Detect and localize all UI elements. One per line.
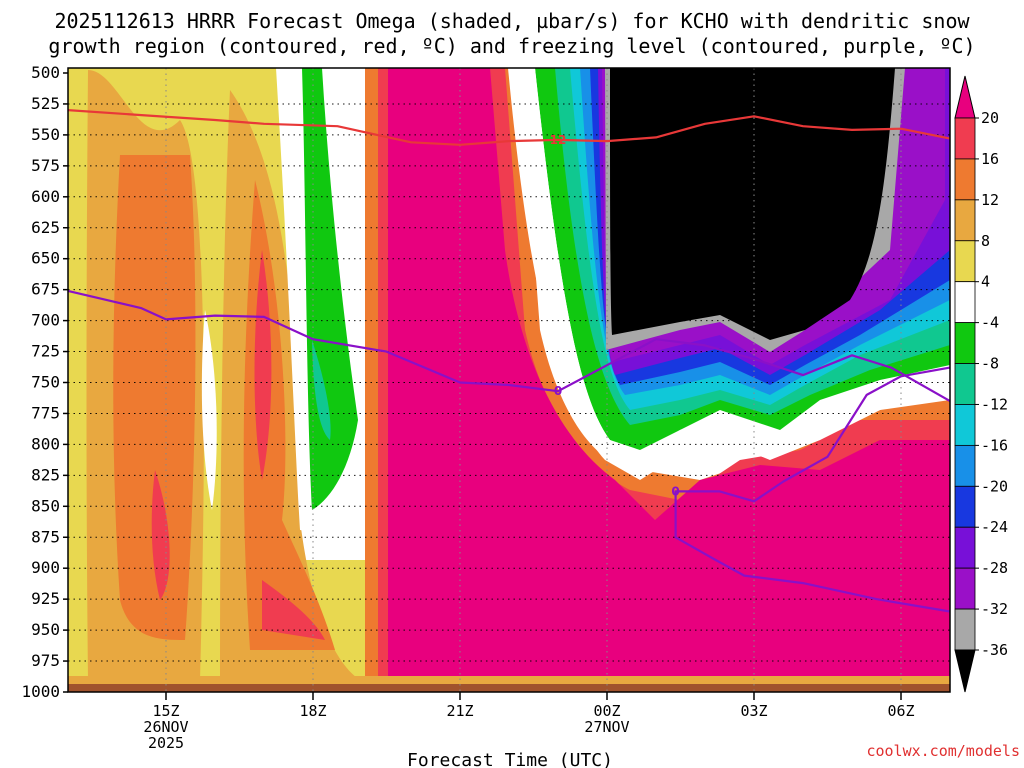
colorbar-label: -28 xyxy=(981,559,1008,577)
y-tick-label: 975 xyxy=(31,651,60,670)
x-tick-label: 2025 xyxy=(148,734,184,752)
omega-band-neg8to12 xyxy=(312,340,331,440)
terrain-strip xyxy=(68,684,950,692)
colorbar-label: 20 xyxy=(981,109,999,127)
chart-title-line2: growth region (contoured, red, ºC) and f… xyxy=(48,34,975,58)
colorbar-label: -4 xyxy=(981,314,999,332)
x-tick-label: 21Z xyxy=(446,702,473,720)
contour-label-dendritic: 12 xyxy=(550,133,567,147)
x-axis-label: Forecast Time (UTC) xyxy=(407,750,613,768)
contour-label-freezing-level-lower: 0 xyxy=(671,484,679,498)
colorbar-swatch xyxy=(954,608,976,651)
omega-band-neg4to8 xyxy=(302,68,358,510)
omega-band-16to20 xyxy=(151,470,170,600)
contour-label-freezing-level: 0 xyxy=(554,384,562,398)
colorbar-bottom-arrow xyxy=(954,649,976,693)
x-tick-label: 03Z xyxy=(740,702,767,720)
y-tick-label: 800 xyxy=(31,434,60,453)
omega-band-16to20-b xyxy=(254,250,272,480)
omega-core-magenta xyxy=(388,68,950,690)
colorbar-label: -16 xyxy=(981,436,1008,454)
colorbar-label: 8 xyxy=(981,232,990,250)
colorbar-label: 16 xyxy=(981,150,999,168)
colorbar-label: -24 xyxy=(981,518,1008,536)
colorbar-swatch xyxy=(954,240,976,283)
y-tick-label: 850 xyxy=(31,496,60,515)
colorbar-label: -32 xyxy=(981,600,1008,618)
y-tick-label: 775 xyxy=(31,403,60,422)
colorbar-top-arrow xyxy=(954,75,976,119)
y-tick-label: 650 xyxy=(31,249,60,268)
colorbar-swatch xyxy=(954,281,976,324)
x-tick-label: 15Z xyxy=(152,702,179,720)
colorbar-label: 12 xyxy=(981,191,999,209)
y-tick-label: 750 xyxy=(31,373,60,392)
grid-lines xyxy=(68,68,950,692)
y-tick-label: 925 xyxy=(31,589,60,608)
contour-freezing-level xyxy=(67,289,951,403)
colorbar-swatch xyxy=(954,404,976,446)
y-tick-label: 625 xyxy=(31,218,60,237)
colorbar-swatch xyxy=(954,363,976,405)
credit-text: coolwx.com/models xyxy=(866,742,1020,760)
colorbar-swatch xyxy=(954,485,976,528)
y-tick-label: 550 xyxy=(31,125,60,144)
x-tick-label: 27NOV xyxy=(584,718,629,736)
colorbar-swatch xyxy=(954,117,976,160)
omega-neg-black xyxy=(610,68,895,340)
y-tick-label: 825 xyxy=(31,465,60,484)
x-tick-label: 26NOV xyxy=(143,718,188,736)
x-tick-label: 00Z xyxy=(593,702,620,720)
y-tick-label: 950 xyxy=(31,620,60,639)
y-tick-label: 900 xyxy=(31,558,60,577)
colorbar-label: -12 xyxy=(981,395,1008,413)
colorbar: 20 16 12 8 4 -4 -8 -12 -16 -20 -24 -28 -32 -36 xyxy=(954,75,1008,693)
colorbar-label: -36 xyxy=(981,641,1008,659)
y-tick-label: 600 xyxy=(31,187,60,206)
colorbar-swatch xyxy=(954,199,976,242)
colorbar-label: 4 xyxy=(981,273,990,291)
omega-band-16to20-c xyxy=(262,580,325,640)
contour-lines: 12 0 0 xyxy=(67,109,951,613)
y-tick-label: 525 xyxy=(31,94,60,113)
colorbar-label: -8 xyxy=(981,355,999,373)
colorbar-swatch xyxy=(954,444,976,487)
y-tick-label: 500 xyxy=(31,63,60,82)
contour-dendritic xyxy=(67,109,951,146)
x-tick-label: 18Z xyxy=(299,702,326,720)
omega-shading xyxy=(68,68,950,692)
colorbar-swatch xyxy=(954,526,976,569)
y-axis: 500 525 550 575 600 625 650 675 700 725 750 775 800 8… xyxy=(21,63,68,701)
y-tick-label: 675 xyxy=(31,280,60,299)
colorbar-label: -20 xyxy=(981,477,1008,495)
colorbar-swatch xyxy=(954,158,976,201)
x-tick-label: 06Z xyxy=(887,702,914,720)
y-tick-label: 700 xyxy=(31,311,60,330)
chart-title-line1: 2025112613 HRRR Forecast Omega (shaded, … xyxy=(54,9,970,33)
contour-freezing-level-lower xyxy=(674,366,951,613)
y-tick-label: 1000 xyxy=(21,682,60,701)
y-tick-label: 875 xyxy=(31,527,60,546)
plot-frame xyxy=(67,67,951,693)
omega-gap-white-1 xyxy=(201,310,217,510)
colorbar-swatch xyxy=(954,322,976,364)
y-tick-label: 575 xyxy=(31,156,60,175)
y-tick-label: 725 xyxy=(31,342,60,361)
omega-band-12to16 xyxy=(113,155,196,640)
colorbar-swatch xyxy=(954,567,976,610)
